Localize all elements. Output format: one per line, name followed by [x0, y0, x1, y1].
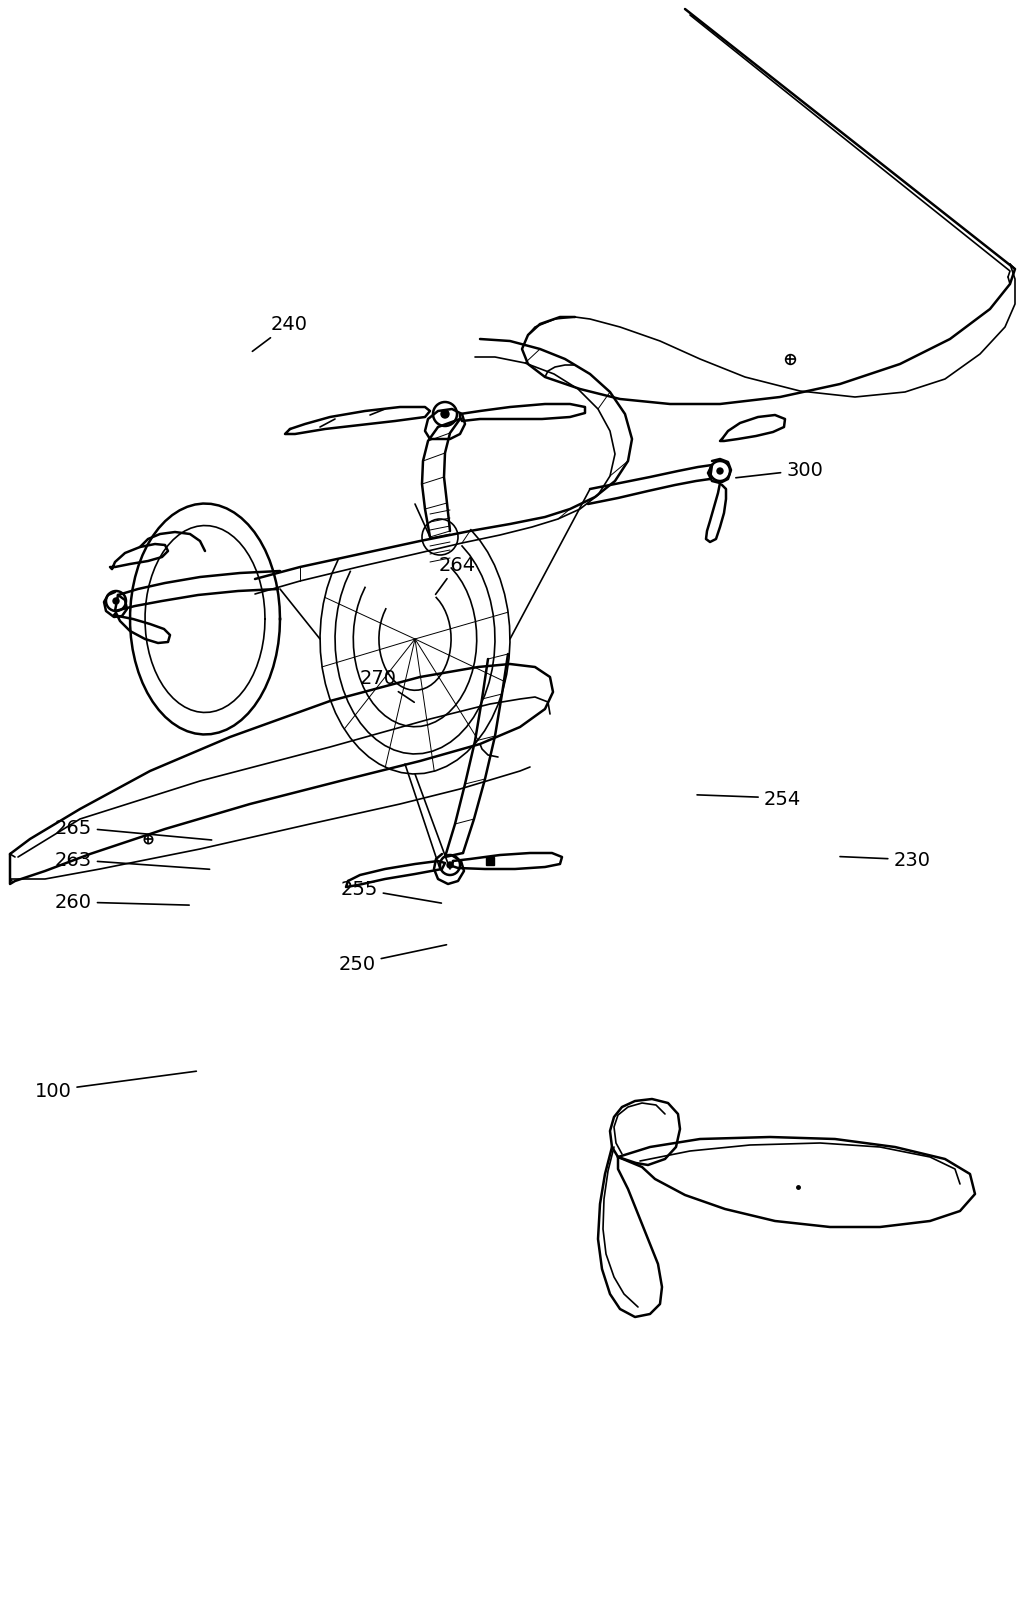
Circle shape: [113, 599, 119, 605]
Text: 263: 263: [55, 850, 209, 870]
Text: 240: 240: [252, 315, 307, 352]
Text: 270: 270: [359, 669, 415, 703]
Text: 264: 264: [436, 555, 476, 596]
Text: 230: 230: [840, 850, 930, 870]
Text: 250: 250: [339, 945, 446, 974]
Text: 254: 254: [697, 789, 800, 808]
Text: 100: 100: [35, 1071, 196, 1100]
Text: 260: 260: [55, 893, 189, 912]
Circle shape: [441, 411, 449, 419]
Text: 300: 300: [736, 461, 823, 480]
Text: 255: 255: [340, 880, 441, 904]
Circle shape: [717, 469, 723, 474]
Text: 265: 265: [55, 818, 211, 841]
Circle shape: [447, 862, 453, 868]
